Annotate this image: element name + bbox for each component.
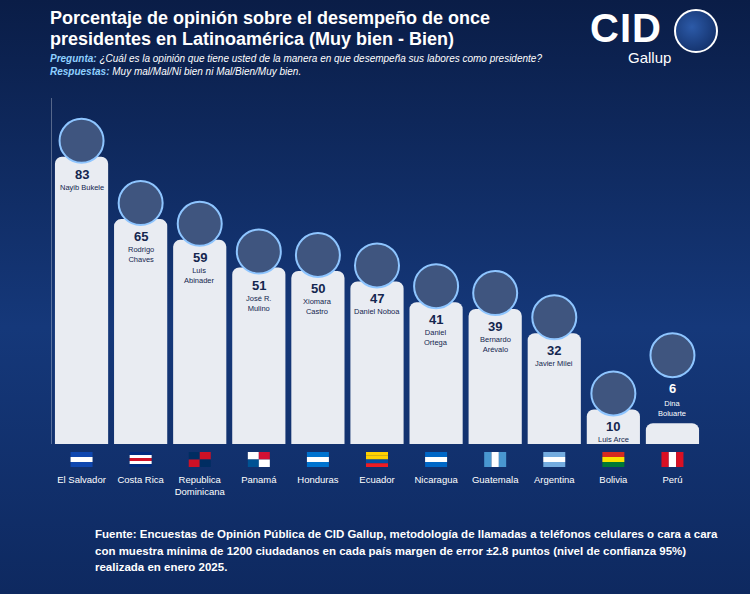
svg-text:El Salvador: El Salvador xyxy=(57,474,106,485)
svg-text:Perú: Perú xyxy=(662,474,682,485)
svg-text:Nayib Bukele: Nayib Bukele xyxy=(60,183,104,192)
svg-text:Ecuador: Ecuador xyxy=(359,474,394,485)
svg-text:50: 50 xyxy=(311,281,325,296)
svg-text:DinaBoluarte: DinaBoluarte xyxy=(658,399,686,418)
svg-text:47: 47 xyxy=(370,291,384,306)
svg-text:Guatemala: Guatemala xyxy=(472,474,519,485)
svg-text:XiomaraCastro: XiomaraCastro xyxy=(303,297,332,316)
svg-text:RepublicaDominicana: RepublicaDominicana xyxy=(175,474,226,497)
html-text:Pregunta: ¿Cuál es la opinión: Pregunta: ¿Cuál es la opinión que tiene … xyxy=(50,53,542,64)
svg-text:41: 41 xyxy=(429,312,443,327)
html-text:CID: CID xyxy=(590,6,662,50)
svg-text:RodrigoChaves: RodrigoChaves xyxy=(128,245,154,264)
svg-text:39: 39 xyxy=(488,319,502,334)
html-text:Respuestas: Muy mal/Mal/Ni bie: Respuestas: Muy mal/Mal/Ni bien ni Mal/B… xyxy=(50,65,302,77)
svg-text:6: 6 xyxy=(669,381,676,396)
svg-text:José R.Mulino: José R.Mulino xyxy=(246,294,271,313)
svg-text:10: 10 xyxy=(606,419,620,434)
html-text:Fuente: Encuestas de Opinión P: Fuente: Encuestas de Opinión Pública de … xyxy=(95,528,718,574)
svg-text:Nicaragua: Nicaragua xyxy=(414,474,458,485)
svg-text:Argentina: Argentina xyxy=(534,474,575,485)
svg-text:59: 59 xyxy=(193,250,207,265)
svg-text:32: 32 xyxy=(547,343,561,358)
svg-text:Panamá: Panamá xyxy=(241,474,277,485)
svg-text:LuisAbinader: LuisAbinader xyxy=(184,266,215,285)
svg-text:Daniel Noboa: Daniel Noboa xyxy=(354,307,400,316)
svg-text:51: 51 xyxy=(252,278,266,293)
svg-text:DanielOrtega: DanielOrtega xyxy=(424,328,448,347)
svg-text:65: 65 xyxy=(134,229,148,244)
html-text:Porcentaje de opinión sobre el: Porcentaje de opinión sobre el desempeño… xyxy=(50,8,491,49)
svg-text:Javier Milei: Javier Milei xyxy=(535,359,573,368)
svg-text:Bolivia: Bolivia xyxy=(599,474,628,485)
svg-text:Luis Arce: Luis Arce xyxy=(598,435,629,444)
svg-text:83: 83 xyxy=(75,167,89,182)
svg-text:Costa Rica: Costa Rica xyxy=(117,474,164,485)
html-text:Gallup: Gallup xyxy=(628,49,672,66)
svg-text:Honduras: Honduras xyxy=(297,474,338,485)
svg-text:BernardoArévalo: BernardoArévalo xyxy=(480,335,511,354)
